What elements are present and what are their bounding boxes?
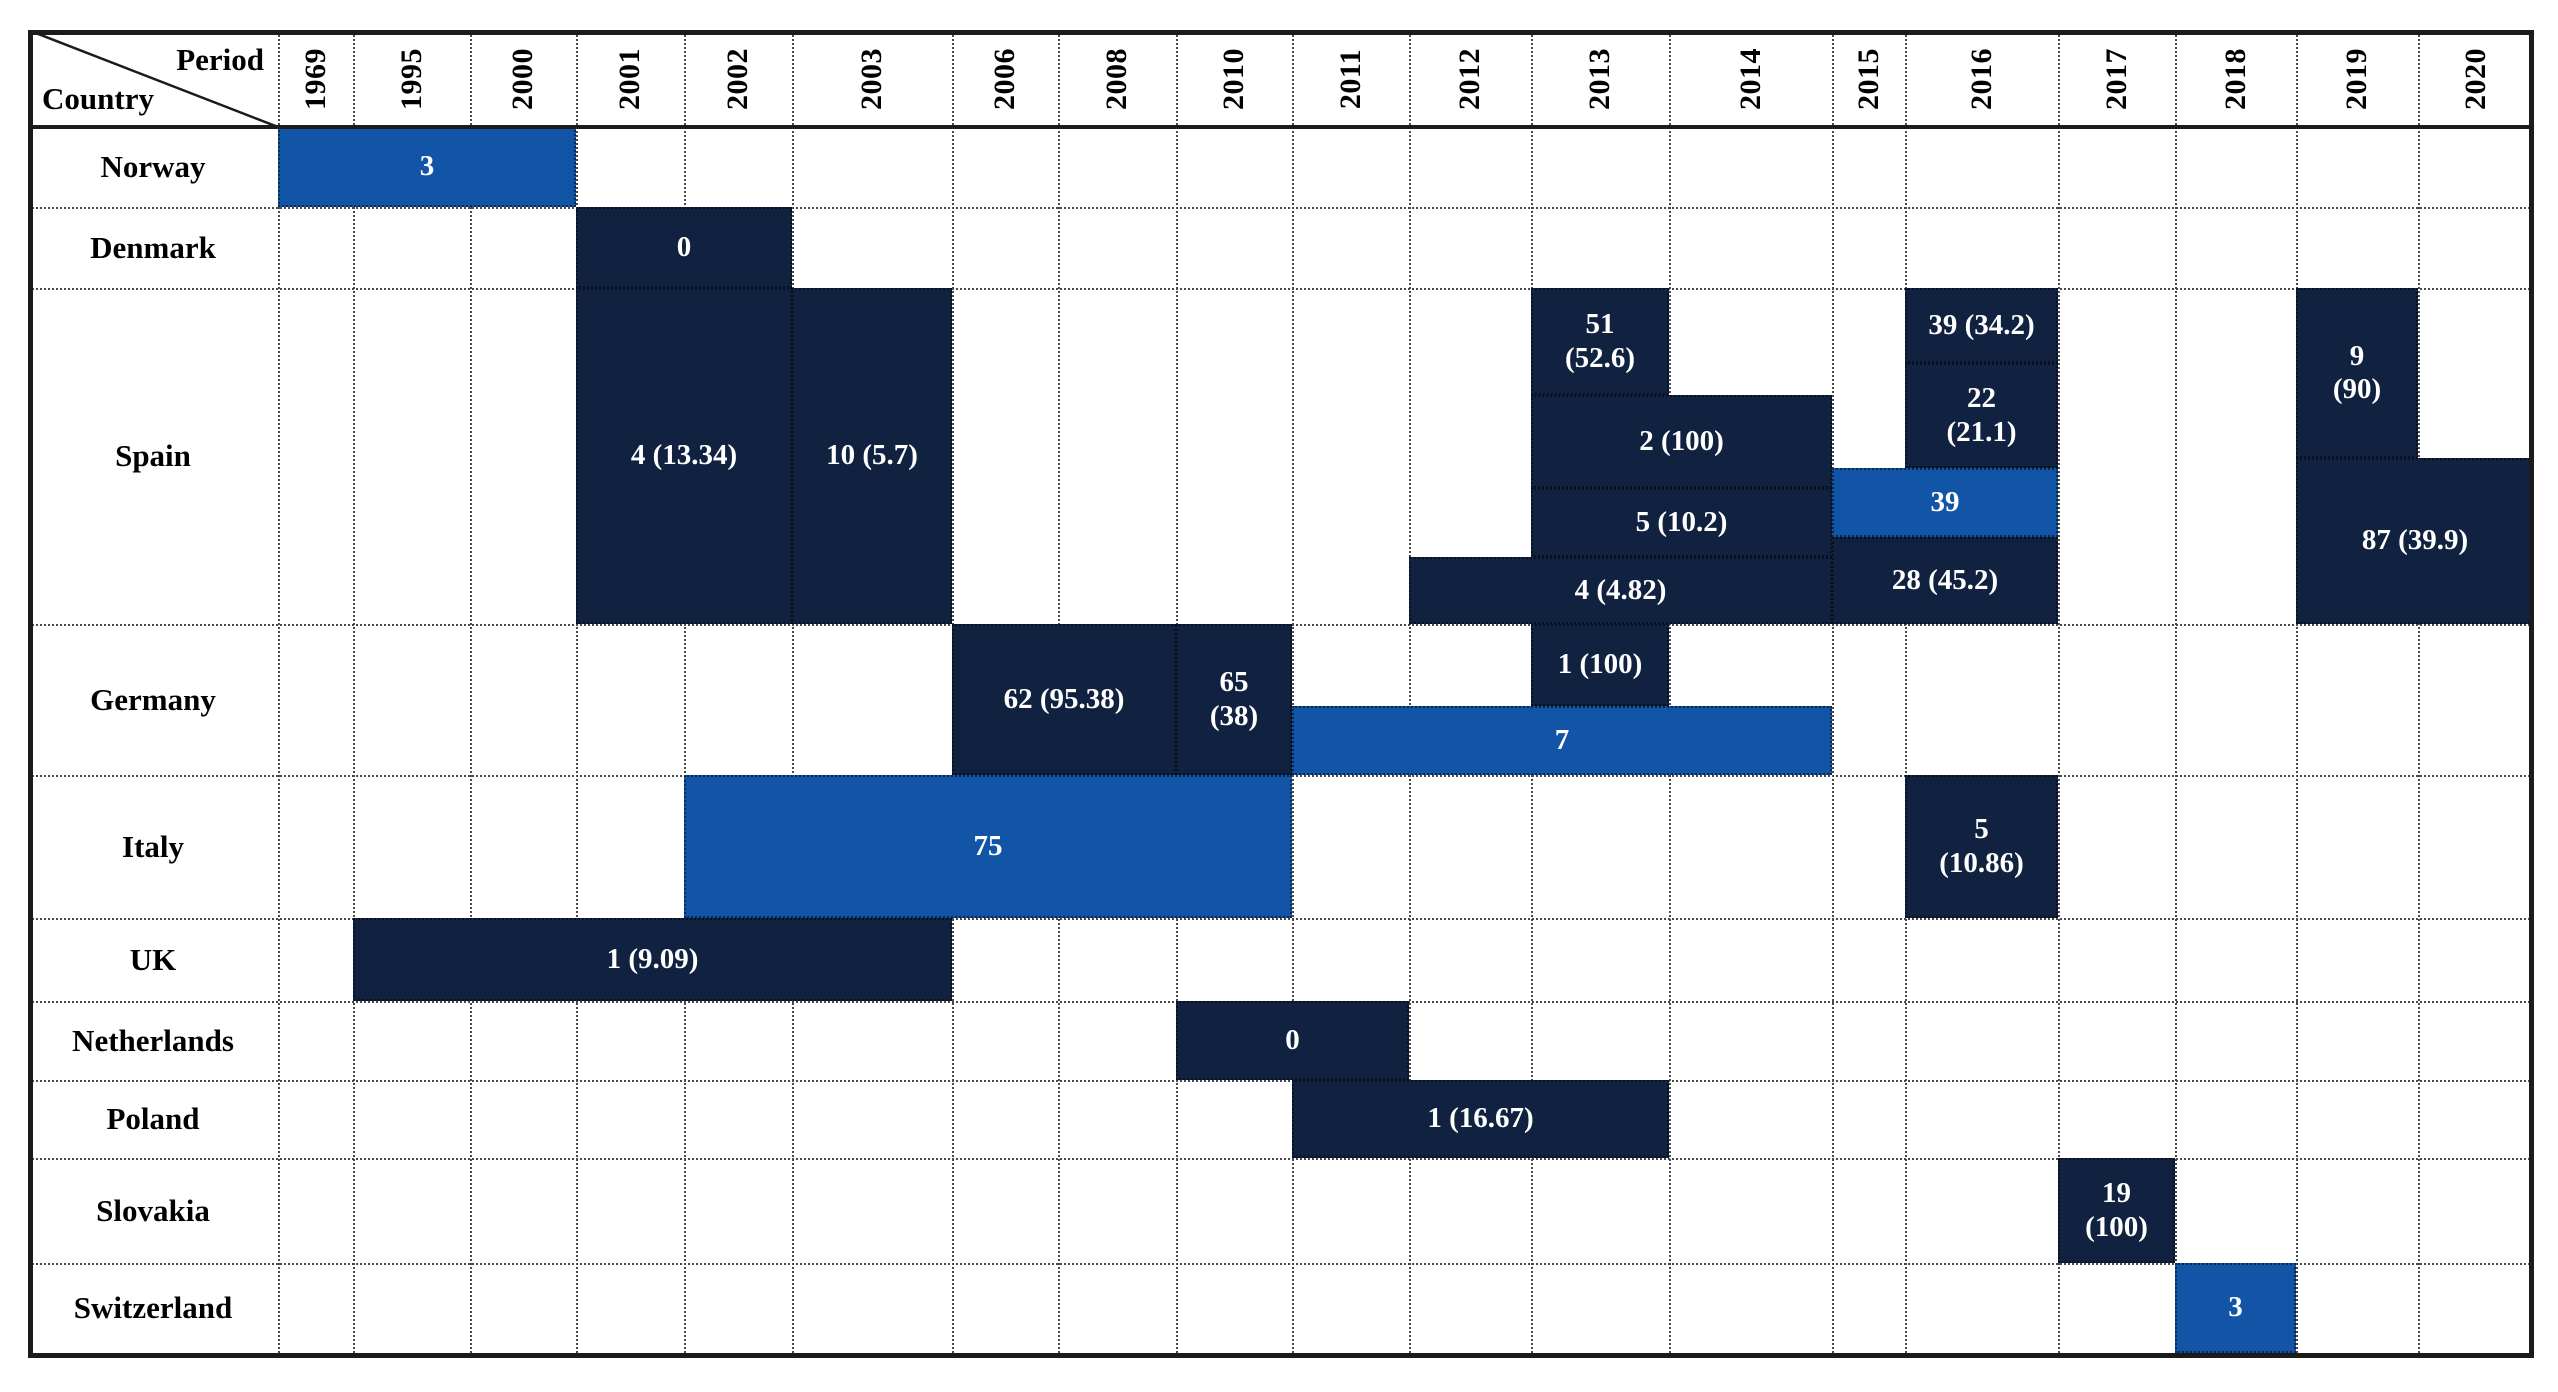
- data-block-spain-10: 39: [1832, 468, 2058, 537]
- country-row-label-slovakia: Slovakia: [96, 1192, 210, 1228]
- grid-hline: [28, 207, 2534, 209]
- data-block-spain-6: 9 (90): [2296, 288, 2418, 458]
- data-block-spain-12: 28 (45.2): [1832, 537, 2058, 624]
- grid-vline: [2058, 30, 2060, 1353]
- corner-country-label: Country: [42, 81, 154, 116]
- data-block-netherlands-21: 0: [1176, 1001, 1409, 1080]
- data-block-germany-17: 7: [1292, 706, 1832, 775]
- grid-hline: [28, 288, 2534, 290]
- grid-vline: [1669, 30, 1671, 1353]
- grid-vline: [470, 30, 472, 1353]
- data-block-spain-3: 10 (5.7): [792, 288, 952, 624]
- data-block-spain-11: 4 (4.82): [1409, 557, 1832, 624]
- data-block-italy-19: 5 (10.86): [1905, 775, 2058, 918]
- country-row-label-poland: Poland: [106, 1101, 200, 1136]
- grid-vline: [576, 30, 578, 1353]
- data-block-poland-22: 1 (16.67): [1292, 1080, 1669, 1158]
- data-block-switzerland-24: 3: [2175, 1263, 2296, 1353]
- country-row-label-netherlands: Netherlands: [72, 1022, 234, 1058]
- corner-diagonal-line: [28, 30, 278, 127]
- grid-vline: [2418, 30, 2420, 1353]
- table-frame: [28, 30, 2534, 1358]
- grid-hline: [28, 1080, 2534, 1082]
- data-block-germany-14: 62 (95.38): [952, 624, 1176, 775]
- grid-vline: [684, 30, 686, 1353]
- data-block-spain-5: 39 (34.2): [1905, 288, 2058, 363]
- data-block-slovakia-23: 19 (100): [2058, 1158, 2175, 1263]
- grid-vline: [2175, 30, 2177, 1353]
- country-row-label-spain: Spain: [115, 438, 191, 473]
- data-block-germany-15: 65 (38): [1176, 624, 1292, 775]
- data-block-spain-2: 4 (13.34): [576, 288, 792, 624]
- grid-vline: [792, 30, 794, 1353]
- grid-vline: [1832, 30, 1834, 1353]
- country-row-label-uk: UK: [129, 941, 177, 977]
- data-block-spain-9: 5 (10.2): [1531, 488, 1832, 557]
- data-block-spain-7: 2 (100): [1531, 395, 1832, 488]
- data-block-denmark-1: 0: [576, 207, 792, 288]
- grid-hline: [28, 1158, 2534, 1160]
- country-row-label-italy: Italy: [122, 828, 184, 864]
- data-block-spain-13: 87 (39.9): [2296, 458, 2534, 624]
- grid-vline: [2296, 30, 2298, 1353]
- grid-hline: [28, 1263, 2534, 1265]
- data-block-germany-16: 1 (100): [1531, 624, 1669, 706]
- data-block-uk-20: 1 (9.09): [353, 918, 952, 1001]
- header-divider: [28, 125, 2534, 129]
- grid-vline: [353, 30, 355, 1353]
- data-block-italy-18: 75: [684, 775, 1292, 918]
- country-row-label-switzerland: Switzerland: [73, 1290, 233, 1325]
- grid-hline: [28, 918, 2534, 920]
- grid-vline: [1409, 30, 1411, 1353]
- grid-vline: [1292, 30, 1294, 1353]
- data-block-spain-4: 51 (52.6): [1531, 288, 1669, 395]
- grid-vline: [1905, 30, 1907, 1353]
- country-row-label-norway: Norway: [100, 149, 206, 184]
- country-row-label-germany: Germany: [90, 681, 216, 717]
- grid-vline: [278, 30, 280, 1353]
- data-block-spain-8: 22 (21.1): [1905, 363, 2058, 468]
- corner-period-label: Period: [176, 42, 264, 77]
- country-row-label-denmark: Denmark: [90, 229, 216, 265]
